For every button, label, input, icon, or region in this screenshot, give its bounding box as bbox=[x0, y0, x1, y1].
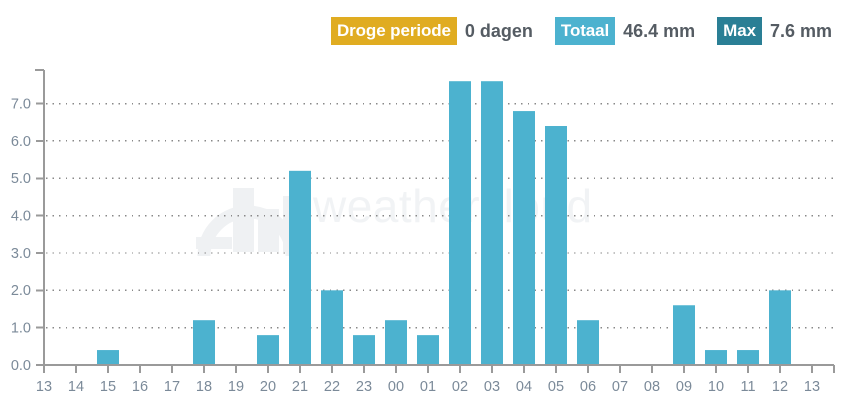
x-tick-label: 19 bbox=[228, 379, 244, 395]
x-tick-label: 08 bbox=[644, 379, 660, 395]
x-tick-label: 06 bbox=[580, 379, 596, 395]
bar bbox=[321, 290, 343, 365]
y-tick-label: 0.0 bbox=[11, 358, 31, 374]
bar bbox=[193, 320, 215, 365]
x-tick-label: 14 bbox=[68, 379, 84, 395]
y-axis: 0.0 1.0 2.0 3.0 4.0 5.0 6.0 7.0 bbox=[11, 69, 45, 374]
legend-badge-total: Totaal bbox=[554, 17, 616, 45]
bar bbox=[705, 350, 727, 365]
y-tick-label: 1.0 bbox=[11, 320, 31, 336]
legend-item-total: Totaal 46.4 mm bbox=[554, 17, 696, 45]
bar bbox=[481, 81, 503, 366]
weathercloud-watermark-logo bbox=[196, 188, 304, 257]
x-tick-label: 23 bbox=[356, 379, 372, 395]
bar bbox=[673, 305, 695, 365]
x-tick-label: 15 bbox=[100, 379, 116, 395]
y-tick-label: 6.0 bbox=[11, 134, 31, 150]
x-tick-label: 20 bbox=[260, 379, 276, 395]
bar bbox=[513, 111, 535, 365]
x-tick-label: 00 bbox=[388, 379, 404, 395]
x-tick-label: 02 bbox=[452, 379, 468, 395]
x-tick-label: 18 bbox=[196, 379, 212, 395]
legend-value-dry-period: 0 dagen bbox=[464, 21, 533, 41]
bar bbox=[769, 290, 791, 365]
bar bbox=[97, 350, 119, 365]
y-tick-label: 5.0 bbox=[11, 171, 31, 187]
x-axis: 13 14 15 16 17 18 19 20 21 22 23 00 01 02 03 04 05 06 07 08… bbox=[36, 364, 835, 395]
chart-plot-area: weathercloud 0.01.02.03.04.05.06.07.0 13… bbox=[0, 56, 844, 402]
x-tick-label: 22 bbox=[324, 379, 340, 395]
legend-value-max: 7.6 mm bbox=[769, 21, 832, 41]
x-tick-label: 13 bbox=[804, 379, 820, 395]
legend-badge-max: Max bbox=[717, 17, 762, 45]
bar-series bbox=[97, 81, 791, 366]
bar bbox=[577, 320, 599, 365]
y-tick-label: 4.0 bbox=[11, 208, 31, 224]
legend-item-max: Max 7.6 mm bbox=[717, 17, 832, 45]
chart-legend: Droge periode 0 dagen Totaal 46.4 mm Max… bbox=[330, 17, 832, 45]
bar bbox=[289, 170, 311, 365]
bar bbox=[545, 126, 567, 365]
x-tick-label: 16 bbox=[132, 379, 148, 395]
bar bbox=[737, 350, 759, 365]
y-tick-label: 2.0 bbox=[11, 283, 31, 299]
x-tick-label: 17 bbox=[164, 379, 180, 395]
x-tick-label: 07 bbox=[612, 379, 628, 395]
bar bbox=[353, 335, 375, 365]
y-tick-label: 7.0 bbox=[11, 96, 31, 112]
x-tick-label: 03 bbox=[484, 379, 500, 395]
x-tick-label: 04 bbox=[516, 379, 532, 395]
y-tick-label: 3.0 bbox=[11, 246, 31, 262]
legend-value-total: 46.4 mm bbox=[623, 21, 696, 41]
x-tick-label: 11 bbox=[740, 379, 755, 395]
x-tick-label: 13 bbox=[36, 379, 52, 395]
legend-item-dry-period: Droge periode 0 dagen bbox=[330, 17, 533, 45]
bar bbox=[257, 335, 279, 365]
x-tick-label: 09 bbox=[676, 379, 692, 395]
legend-badge-dry-period: Droge periode bbox=[330, 17, 457, 45]
bar bbox=[449, 81, 471, 366]
bar bbox=[385, 320, 407, 365]
x-tick-label: 10 bbox=[708, 379, 724, 395]
bar bbox=[417, 335, 439, 365]
rainfall-bar-chart: weathercloud 0.01.02.03.04.05.06.07.0 13… bbox=[11, 69, 835, 395]
x-tick-label: 12 bbox=[772, 379, 788, 395]
x-tick-label: 05 bbox=[548, 379, 564, 395]
x-tick-label: 21 bbox=[292, 379, 308, 395]
x-tick-label: 01 bbox=[420, 379, 436, 395]
